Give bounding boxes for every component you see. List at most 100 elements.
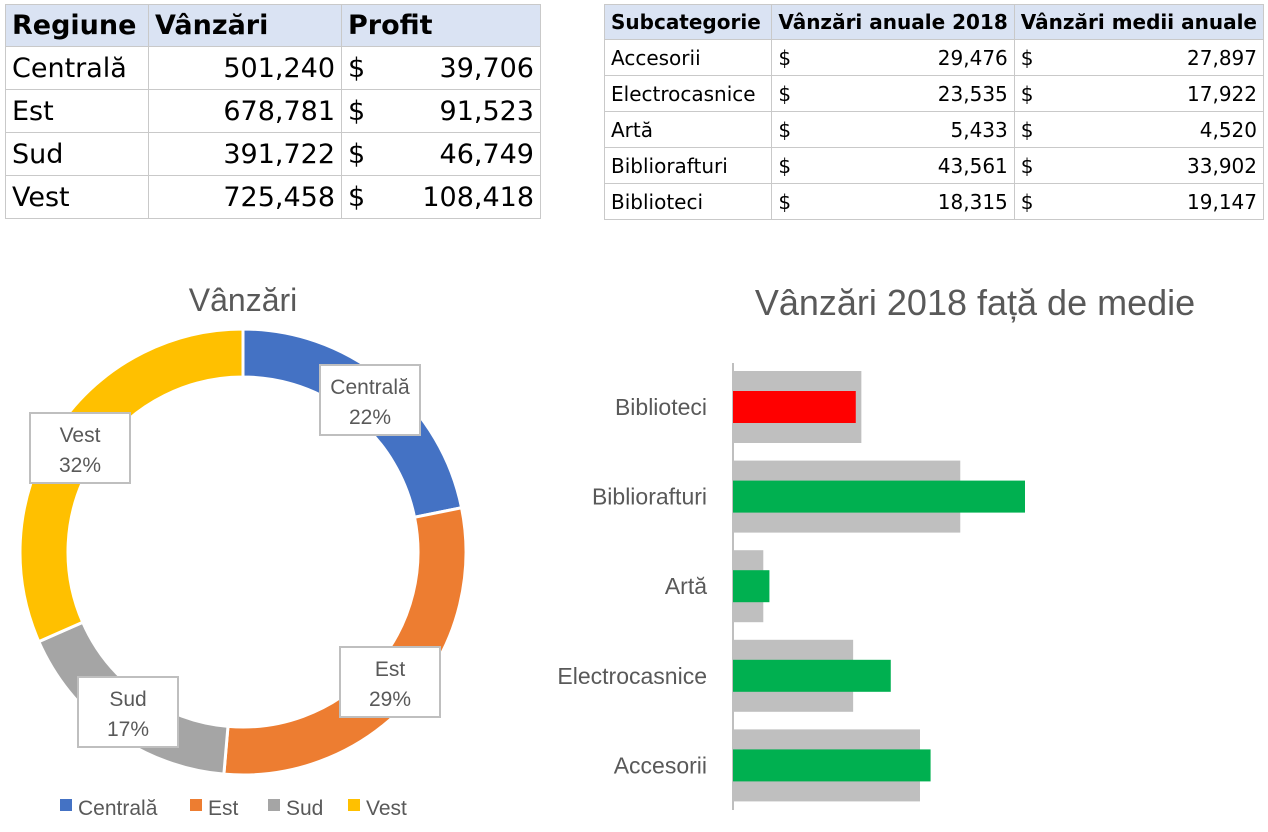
profit-cell[interactable]: 91,523: [376, 89, 541, 133]
avg-sales-cell[interactable]: 19,147: [1048, 183, 1264, 220]
table-row: Est 678,781 $ 91,523: [5, 89, 541, 133]
data-label-box: [339, 646, 441, 718]
avg-sales-cell[interactable]: 17,922: [1048, 75, 1264, 112]
header-cell: Vânzări: [148, 4, 342, 47]
sales-2018-cell[interactable]: 5,433: [806, 111, 1015, 148]
currency-cell[interactable]: $: [771, 147, 807, 184]
data-label: Centrală 22%: [319, 364, 421, 436]
sales-2018-cell[interactable]: 43,561: [806, 147, 1015, 184]
profit-cell[interactable]: 39,706: [376, 46, 541, 90]
table-row: Biblioteci $ 18,315 $ 19,147: [603, 183, 1264, 220]
subcategory-cell[interactable]: Biblioteci: [603, 183, 773, 220]
data-label-category: Vest: [60, 424, 101, 447]
table-row: Artă $ 5,433 $ 4,520: [603, 111, 1264, 148]
subcategory-table-header: Subcategorie Vânzări anuale 2018 Vânzări…: [603, 4, 1265, 40]
bar-chart-title: Vânzări 2018 față de medie: [754, 282, 1196, 323]
data-label-percent: 29%: [369, 688, 411, 711]
table-row: Centrală 501,240 $ 39,706: [5, 46, 541, 90]
avg-sales-cell[interactable]: 4,520: [1048, 111, 1264, 148]
doughnut-slice: [18, 327, 245, 644]
currency-cell[interactable]: $: [341, 46, 376, 90]
sales-2018-cell[interactable]: 29,476: [806, 39, 1015, 76]
category-tick-label: Artă: [665, 573, 707, 599]
data-label-box: [77, 676, 179, 748]
data-label-percent: 22%: [349, 406, 391, 429]
doughnut-chart: Centrală 22% Est 29% Sud 17% Vest 32% Centrală Es…: [18, 327, 468, 820]
currency-cell[interactable]: $: [1013, 147, 1049, 184]
currency-cell[interactable]: $: [341, 132, 376, 176]
sales-cell[interactable]: 391,722: [148, 132, 342, 176]
data-label-percent: 32%: [59, 454, 101, 477]
legend-swatch: [60, 799, 72, 811]
data-label-box: [319, 364, 421, 436]
legend-label: Sud: [286, 797, 323, 820]
legend-label: Est: [208, 797, 239, 820]
data-label: Vest 32%: [29, 412, 131, 484]
data-label-category: Centrală: [330, 376, 410, 399]
sales-cell[interactable]: 501,240: [148, 46, 342, 90]
currency-cell[interactable]: $: [771, 183, 807, 220]
legend-label: Centrală: [78, 797, 158, 820]
header-cell: Profit: [341, 4, 541, 47]
currency-cell[interactable]: $: [1013, 111, 1049, 148]
data-label-category: Sud: [109, 688, 146, 711]
region-table-header: Regiune Vânzări Profit: [5, 4, 541, 47]
region-table: Regiune Vânzări Profit Centrală 501,240 …: [5, 4, 541, 219]
currency-cell[interactable]: $: [771, 111, 807, 148]
legend-item: Est: [190, 797, 239, 820]
legend-swatch: [348, 799, 360, 811]
avg-sales-cell[interactable]: 33,902: [1048, 147, 1264, 184]
category-tick-label: Biblioteci: [615, 394, 707, 420]
header-cell: Vânzări anuale 2018: [771, 4, 1015, 40]
subcategory-cell[interactable]: Accesorii: [603, 39, 773, 76]
profit-cell[interactable]: 108,418: [376, 175, 541, 219]
region-cell[interactable]: Centrală: [5, 46, 149, 90]
region-cell[interactable]: Sud: [5, 132, 149, 176]
header-cell: Regiune: [5, 4, 149, 47]
currency-cell[interactable]: $: [341, 175, 376, 219]
sales-2018-bar: [733, 391, 856, 423]
currency-cell[interactable]: $: [1013, 183, 1049, 220]
sales-2018-cell[interactable]: 18,315: [806, 183, 1015, 220]
region-cell[interactable]: Vest: [5, 175, 149, 219]
table-row: Vest 725,458 $ 108,418: [5, 175, 541, 219]
subcategory-cell[interactable]: Bibliorafturi: [603, 147, 773, 184]
header-cell: Vânzări medii anuale: [1013, 4, 1265, 40]
profit-cell[interactable]: 46,749: [376, 132, 541, 176]
sales-2018-bar: [733, 749, 931, 782]
table-row: Sud 391,722 $ 46,749: [5, 132, 541, 176]
sales-2018-cell[interactable]: 23,535: [806, 75, 1015, 112]
currency-cell[interactable]: $: [341, 89, 376, 133]
data-label-percent: 17%: [107, 718, 149, 741]
legend-item: Centrală: [60, 797, 158, 820]
table-row: Bibliorafturi $ 43,561 $ 33,902: [603, 147, 1264, 184]
table-row: Electrocasnice $ 23,535 $ 17,922: [603, 75, 1264, 112]
sales-cell[interactable]: 725,458: [148, 175, 342, 219]
currency-cell[interactable]: $: [771, 39, 807, 76]
sales-2018-bar: [733, 480, 1025, 513]
category-tick-label: Bibliorafturi: [592, 484, 707, 510]
bar-chart: Biblioteci Bibliorafturi Artă Electrocasnic…: [557, 363, 1025, 810]
legend-swatch: [268, 799, 280, 811]
currency-cell[interactable]: $: [1013, 39, 1049, 76]
header-cell: Subcategorie: [603, 4, 773, 40]
data-label: Sud 17%: [77, 676, 179, 748]
subcategory-table: Subcategorie Vânzări anuale 2018 Vânzări…: [603, 4, 1265, 220]
category-tick-label: Electrocasnice: [557, 663, 707, 689]
subcategory-cell[interactable]: Artă: [603, 111, 773, 148]
table-row: Accesorii $ 29,476 $ 27,897: [603, 39, 1264, 76]
currency-cell[interactable]: $: [1013, 75, 1049, 112]
sales-cell[interactable]: 678,781: [148, 89, 342, 133]
legend-swatch: [190, 799, 202, 811]
legend-item: Sud: [268, 797, 323, 820]
subcategory-cell[interactable]: Electrocasnice: [603, 75, 773, 112]
data-label-category: Est: [375, 658, 406, 681]
data-label-box: [29, 412, 131, 484]
sales-2018-bar: [733, 659, 891, 692]
region-cell[interactable]: Est: [5, 89, 149, 133]
data-label: Est 29%: [339, 646, 441, 718]
doughnut-slice: [222, 505, 468, 777]
currency-cell[interactable]: $: [771, 75, 807, 112]
doughnut-chart-title: Vânzări: [188, 282, 298, 318]
avg-sales-cell[interactable]: 27,897: [1048, 39, 1264, 76]
